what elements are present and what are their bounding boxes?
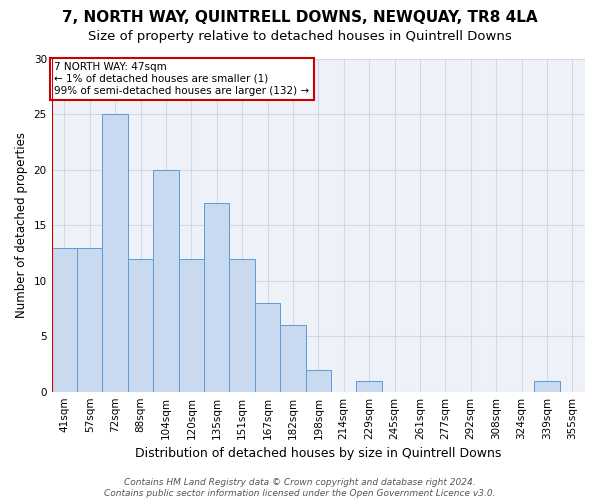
- Bar: [77, 248, 103, 392]
- Bar: [153, 170, 179, 392]
- Bar: [305, 370, 331, 392]
- X-axis label: Distribution of detached houses by size in Quintrell Downs: Distribution of detached houses by size …: [135, 447, 502, 460]
- Y-axis label: Number of detached properties: Number of detached properties: [15, 132, 28, 318]
- Bar: [534, 380, 560, 392]
- Bar: [179, 258, 204, 392]
- Text: 7 NORTH WAY: 47sqm
← 1% of detached houses are smaller (1)
99% of semi-detached : 7 NORTH WAY: 47sqm ← 1% of detached hous…: [55, 62, 310, 96]
- Bar: [280, 325, 305, 392]
- Bar: [255, 303, 280, 392]
- Text: Size of property relative to detached houses in Quintrell Downs: Size of property relative to detached ho…: [88, 30, 512, 43]
- Text: Contains HM Land Registry data © Crown copyright and database right 2024.
Contai: Contains HM Land Registry data © Crown c…: [104, 478, 496, 498]
- Text: 7, NORTH WAY, QUINTRELL DOWNS, NEWQUAY, TR8 4LA: 7, NORTH WAY, QUINTRELL DOWNS, NEWQUAY, …: [62, 10, 538, 25]
- Bar: [52, 248, 77, 392]
- Bar: [204, 203, 229, 392]
- Bar: [229, 258, 255, 392]
- Bar: [356, 380, 382, 392]
- Bar: [128, 258, 153, 392]
- Bar: [103, 114, 128, 392]
